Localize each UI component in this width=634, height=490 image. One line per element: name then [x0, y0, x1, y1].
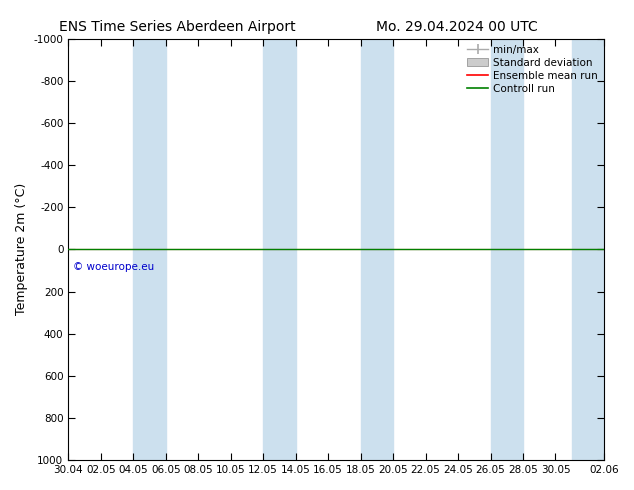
Bar [572, 39, 604, 460]
Text: Mo. 29.04.2024 00 UTC: Mo. 29.04.2024 00 UTC [375, 20, 538, 34]
Y-axis label: Temperature 2m (°C): Temperature 2m (°C) [15, 183, 28, 316]
Bar [263, 39, 295, 460]
Text: ENS Time Series Aberdeen Airport: ENS Time Series Aberdeen Airport [59, 20, 296, 34]
Bar [361, 39, 393, 460]
Legend: min/max, Standard deviation, Ensemble mean run, Controll run: min/max, Standard deviation, Ensemble me… [463, 41, 602, 98]
Text: © woeurope.eu: © woeurope.eu [73, 262, 155, 272]
Bar [491, 39, 523, 460]
Bar [133, 39, 165, 460]
